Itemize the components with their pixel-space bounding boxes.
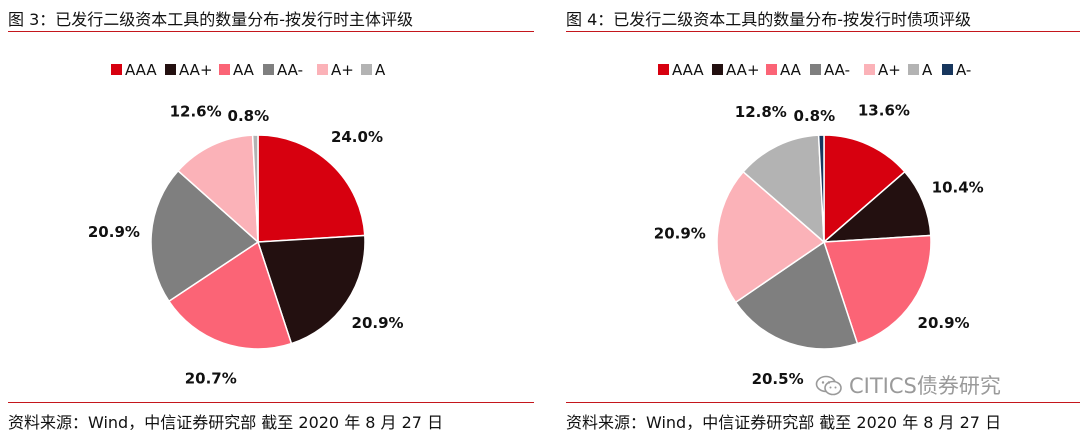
data-label-a-plus: 12.6% bbox=[170, 103, 222, 121]
legend-label: AA- bbox=[277, 61, 303, 79]
legend-label: AA bbox=[780, 61, 802, 79]
pie-slices bbox=[716, 134, 932, 350]
pie-chart-bond-rating: AAA AA+ AA AA- A+ A A-13.6%10.4%20.9%20.5%20.9… bbox=[654, 61, 984, 388]
legend-item-aaa: AAA bbox=[658, 61, 704, 79]
legend-item-aa-plus: AA+ bbox=[165, 61, 213, 79]
pie-slice-aa-minus bbox=[150, 169, 260, 303]
legend-label: AAA bbox=[672, 61, 704, 79]
data-label-aa: 20.7% bbox=[185, 369, 237, 387]
legend-item-aa-minus: AA- bbox=[810, 61, 850, 79]
legend-label: A+ bbox=[331, 61, 354, 79]
data-label-aaa: 13.6% bbox=[858, 102, 910, 120]
legend-swatch bbox=[712, 64, 723, 75]
data-label-aa: 20.9% bbox=[918, 314, 970, 332]
data-labels: 24.0% 20.9% 20.7% 20.9% 12.6% 0.8% bbox=[88, 103, 404, 388]
legend-label: AA bbox=[233, 61, 255, 79]
pie-slice-aa-plus bbox=[256, 234, 366, 345]
chart-panel-left: 图 3：已发行二级资本工具的数量分布-按发行时主体评级 AAA AA+ AA AA- A… bbox=[8, 0, 534, 435]
legend-swatch bbox=[263, 64, 274, 75]
pie-slices bbox=[150, 134, 366, 350]
legend-item-a-minus: A- bbox=[942, 61, 971, 79]
wechat-icon bbox=[815, 375, 843, 402]
watermark: CITICS债券研究 bbox=[815, 370, 1001, 402]
legend-label: AA- bbox=[824, 61, 850, 79]
legend-label: A bbox=[375, 61, 386, 79]
legend-swatch bbox=[361, 64, 372, 75]
data-label-a-plus: 20.9% bbox=[654, 225, 706, 243]
title-divider bbox=[8, 31, 534, 32]
legend-item-a: A bbox=[361, 61, 386, 79]
data-label-a: 12.8% bbox=[735, 103, 787, 121]
pie-slice-a-plus bbox=[716, 170, 826, 304]
legend-swatch bbox=[864, 64, 875, 75]
legend-item-aaa: AAA bbox=[111, 61, 157, 79]
pie-slice-a-plus bbox=[177, 134, 259, 244]
pie-slice-aaa bbox=[257, 134, 366, 243]
legend-label: AA+ bbox=[179, 61, 213, 79]
legend-label: AAA bbox=[125, 61, 157, 79]
pie-slice-aa-plus bbox=[821, 170, 932, 243]
legend-label: A bbox=[922, 61, 933, 79]
data-label-aaa: 24.0% bbox=[331, 128, 383, 146]
data-labels: 13.6% 10.4% 20.9% 20.5% 20.9% 12.8% 0.8% bbox=[654, 102, 984, 388]
legend-swatch bbox=[111, 64, 122, 75]
pie-slice-aa-minus bbox=[734, 240, 859, 350]
pie-chart-issuer-rating: AAA AA+ AA AA- A+ A 24.0% 20.9% 20.7% 20.9% 12.6% 0… bbox=[88, 61, 404, 388]
legend-label: AA+ bbox=[726, 61, 760, 79]
legend-item-a: A bbox=[908, 61, 933, 79]
legend-swatch bbox=[317, 64, 328, 75]
data-label-aa-plus: 10.4% bbox=[932, 178, 984, 196]
legend-item-aa: AA bbox=[219, 61, 255, 79]
data-label-a: 0.8% bbox=[228, 107, 270, 125]
source-note: 资料来源：Wind，中信证券研究部 截至 2020 年 8 月 27 日 bbox=[8, 413, 444, 432]
pie-slice-a-minus bbox=[817, 134, 825, 243]
data-label-aa-minus: 20.5% bbox=[752, 370, 804, 388]
source-divider bbox=[566, 402, 1080, 403]
pie-slice-aaa bbox=[823, 134, 906, 244]
legend-label: A+ bbox=[878, 61, 901, 79]
pie-slice-a bbox=[251, 134, 259, 243]
legend-swatch bbox=[766, 64, 777, 75]
chart-title: 图 4：已发行二级资本工具的数量分布-按发行时债项评级 bbox=[566, 10, 972, 29]
pie-slice-a bbox=[742, 134, 825, 244]
legend-item-a-plus: A+ bbox=[317, 61, 354, 79]
chart-title: 图 3：已发行二级资本工具的数量分布-按发行时主体评级 bbox=[8, 10, 414, 29]
legend: AAA AA+ AA AA- A+ A A- bbox=[658, 61, 971, 79]
legend-item-aa-plus: AA+ bbox=[712, 61, 760, 79]
legend-swatch bbox=[810, 64, 821, 75]
title-divider bbox=[566, 31, 1080, 32]
watermark-text: CITICS债券研究 bbox=[849, 374, 1001, 398]
legend-swatch bbox=[658, 64, 669, 75]
legend: AAA AA+ AA AA- A+ A bbox=[111, 61, 386, 79]
data-label-aa-plus: 20.9% bbox=[352, 314, 404, 332]
data-label-aa-minus: 20.9% bbox=[88, 223, 140, 241]
legend-swatch bbox=[165, 64, 176, 75]
legend-label: A- bbox=[956, 61, 971, 79]
pie-slice-aa bbox=[822, 234, 932, 345]
legend-swatch bbox=[219, 64, 230, 75]
chart-panel-right: 图 4：已发行二级资本工具的数量分布-按发行时债项评级 AAA AA+ AA AA- A… bbox=[566, 0, 1080, 435]
legend-item-a-plus: A+ bbox=[864, 61, 901, 79]
legend-item-aa: AA bbox=[766, 61, 802, 79]
data-label-a-minus: 0.8% bbox=[794, 107, 836, 125]
legend-swatch bbox=[908, 64, 919, 75]
legend-item-aa-minus: AA- bbox=[263, 61, 303, 79]
legend-swatch bbox=[942, 64, 953, 75]
pie-slice-aa bbox=[167, 240, 293, 350]
source-note: 资料来源：Wind，中信证券研究部 截至 2020 年 8 月 27 日 bbox=[566, 413, 1002, 432]
source-divider bbox=[8, 402, 534, 403]
